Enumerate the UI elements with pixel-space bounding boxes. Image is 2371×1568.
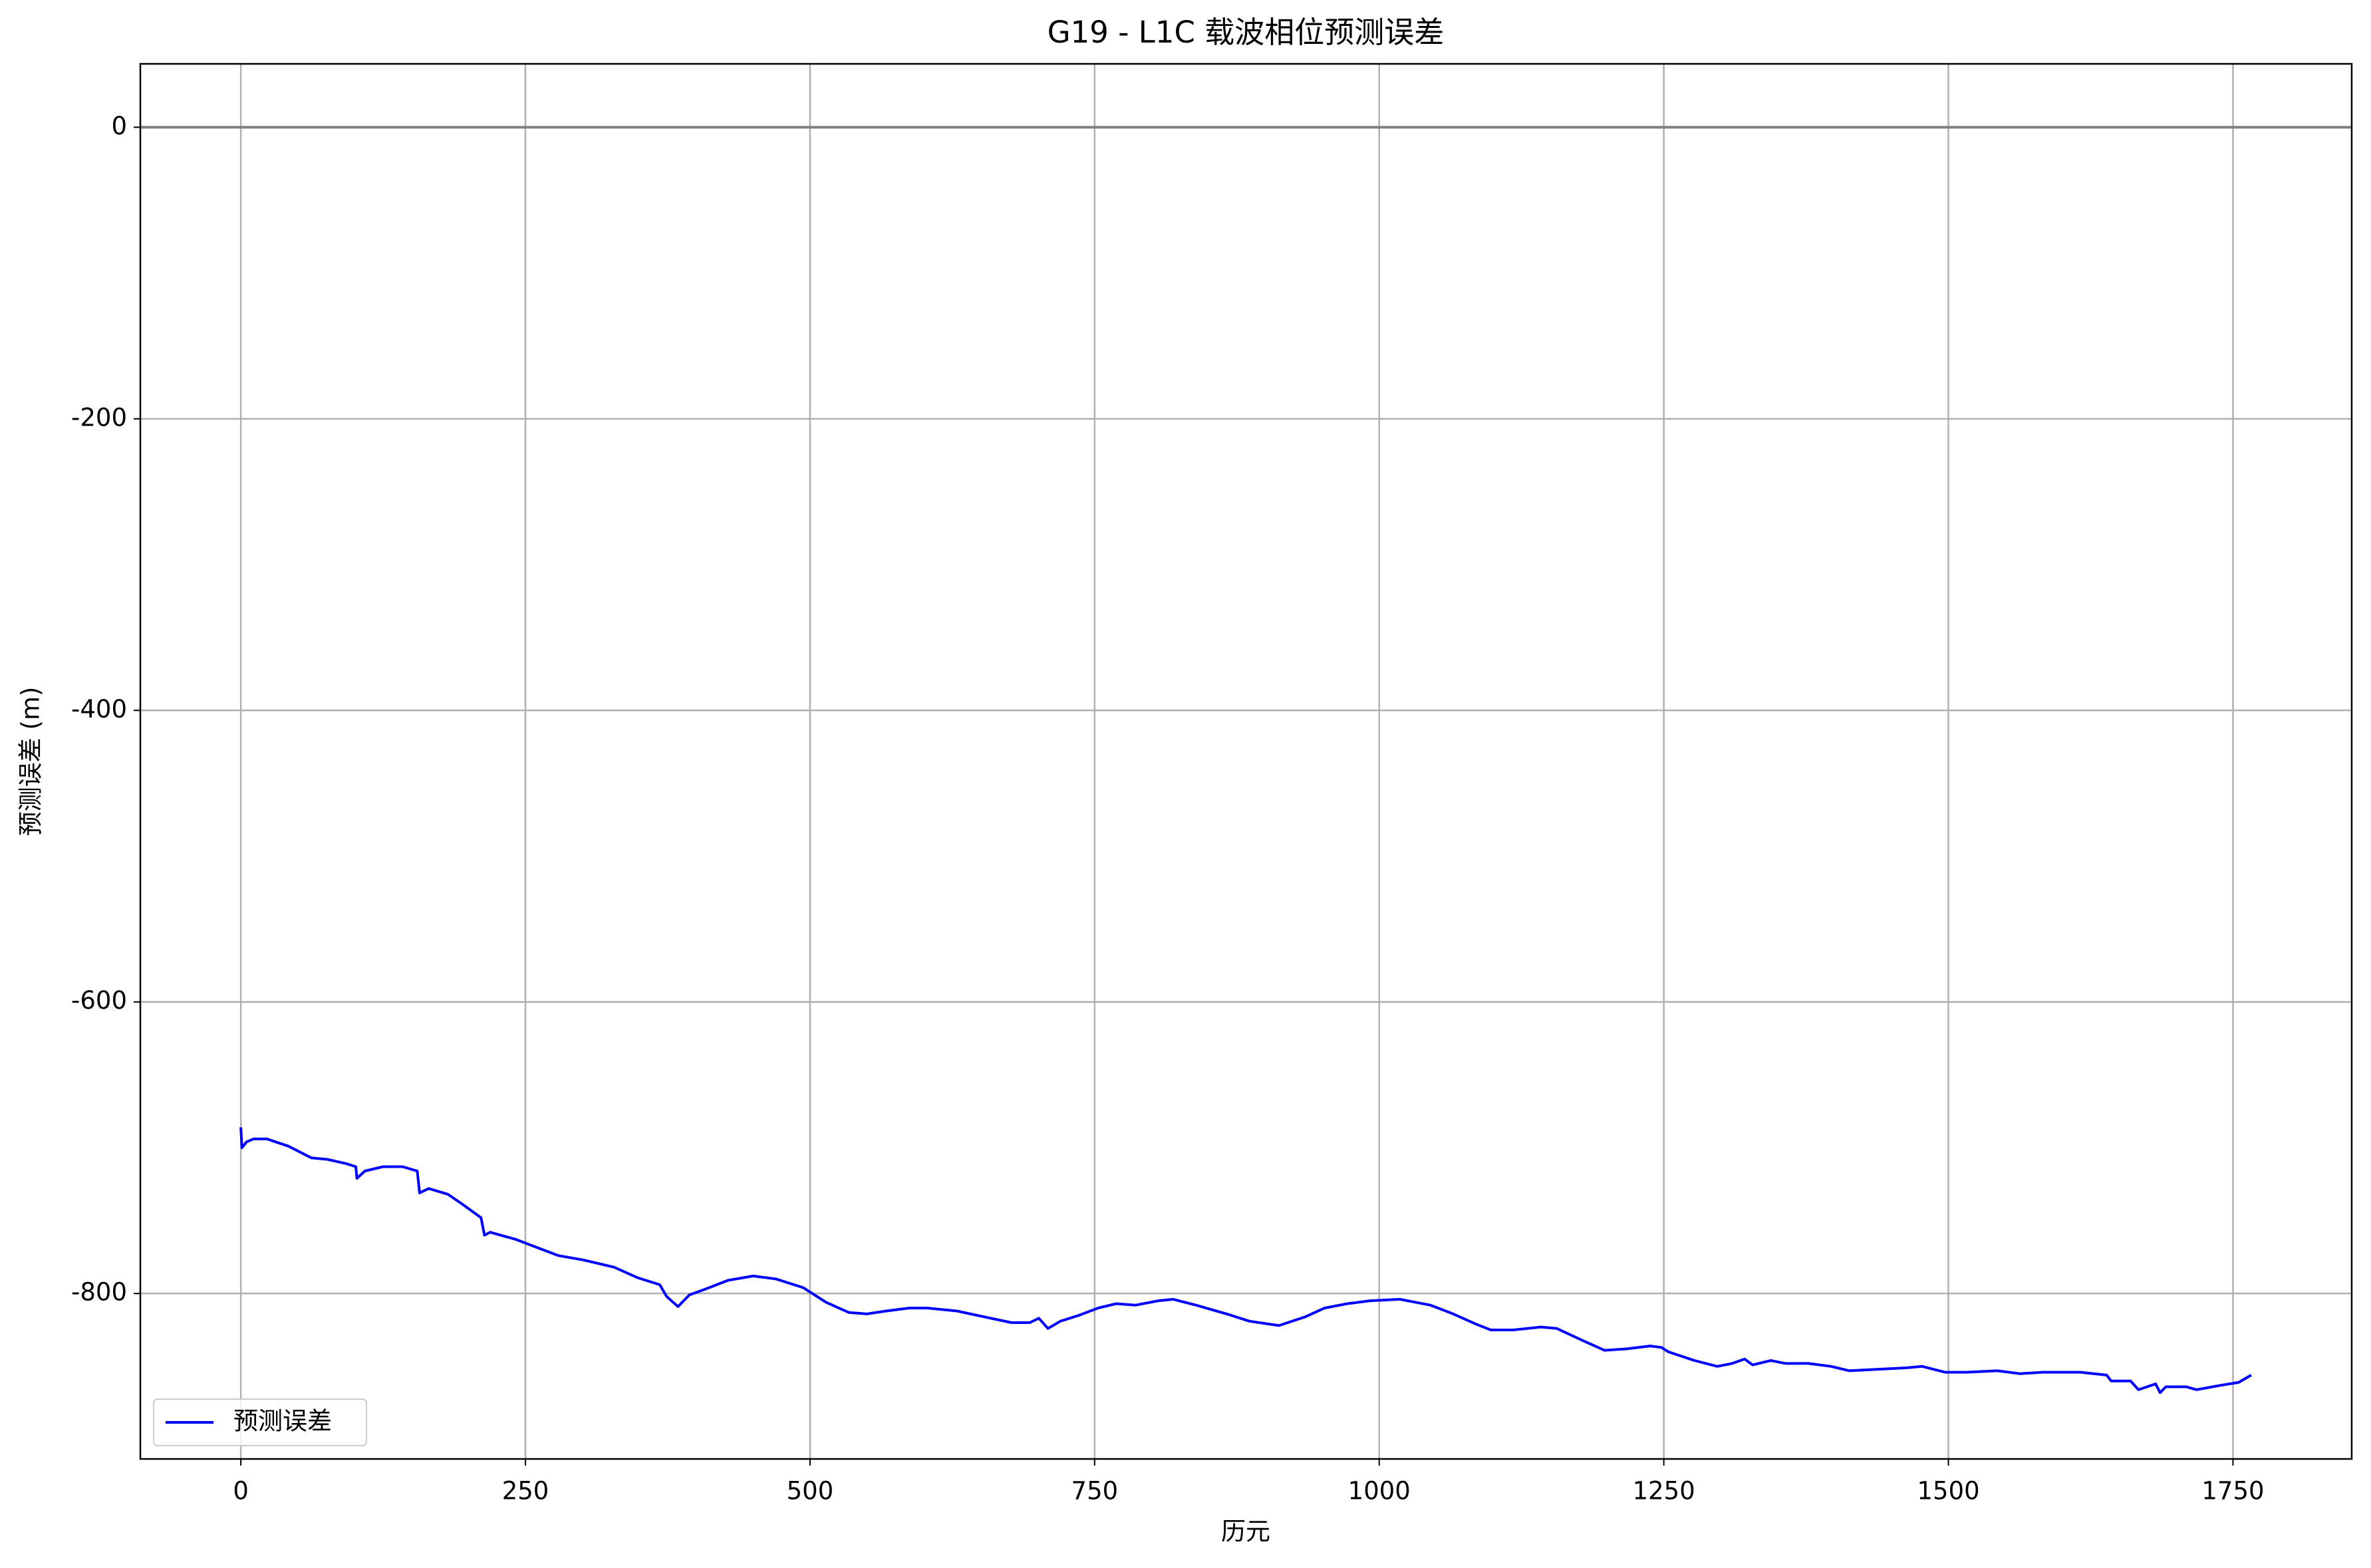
x-tick-label: 1250 <box>1633 1477 1695 1505</box>
y-tick-label: -200 <box>71 403 127 432</box>
x-tick-label: 250 <box>502 1477 549 1505</box>
x-tick-label: 1000 <box>1348 1477 1411 1505</box>
x-tick-label: 0 <box>233 1477 249 1505</box>
chart-title: G19 - L1C 载波相位预测误差 <box>1047 15 1444 50</box>
x-tick-label: 500 <box>787 1477 834 1505</box>
y-tick-label: -400 <box>71 695 127 723</box>
legend: 预测误差 <box>153 1398 367 1446</box>
y-axis-label: 预测误差 (m) <box>17 687 45 837</box>
y-tick-label: -800 <box>71 1278 127 1307</box>
y-tick-label: -600 <box>71 986 127 1015</box>
x-tick-label: 1500 <box>1917 1477 1979 1505</box>
legend-box <box>153 1398 367 1446</box>
data-line <box>239 1127 2252 1394</box>
plot-frame <box>139 63 2353 1460</box>
x-tick-label: 750 <box>1071 1477 1119 1505</box>
x-tick-label: 1750 <box>2201 1477 2264 1505</box>
y-tick-label: 0 <box>111 112 127 140</box>
legend-label: 预测误差 <box>233 1407 332 1436</box>
x-axis-label: 历元 <box>1221 1517 1270 1546</box>
